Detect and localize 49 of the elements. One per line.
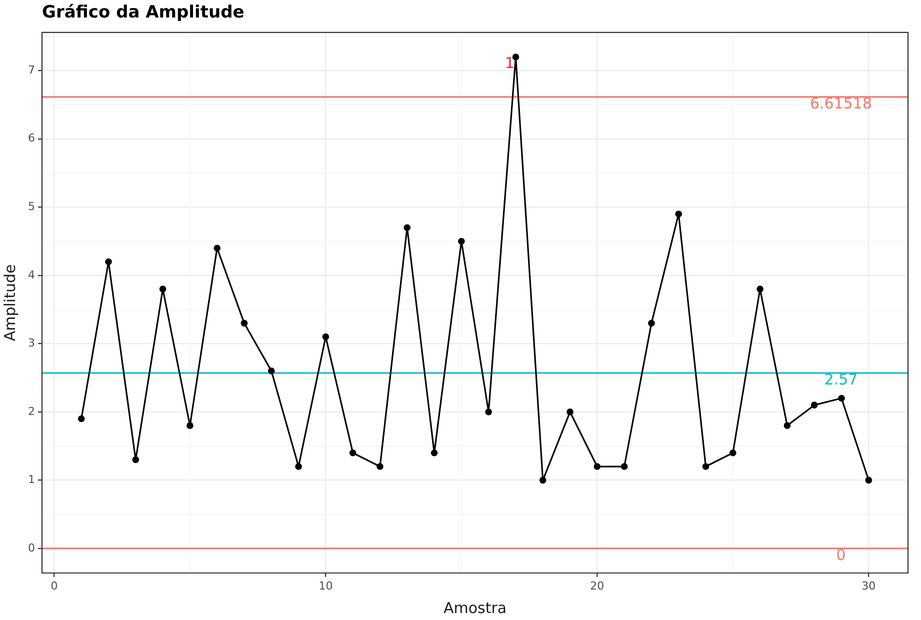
ref-line-label: 6.61518 — [810, 94, 872, 112]
y-axis-title: Amplitude — [0, 264, 19, 342]
y-tick-label: 1 — [28, 473, 35, 486]
point — [132, 456, 140, 464]
point — [295, 463, 302, 470]
point — [730, 449, 736, 456]
annotation: 1 — [504, 54, 514, 72]
point — [810, 402, 818, 408]
y-tick-label: 4 — [28, 268, 35, 282]
point — [539, 476, 546, 484]
point — [512, 54, 520, 60]
point — [648, 320, 655, 327]
point — [756, 286, 764, 292]
point — [784, 422, 791, 429]
point — [620, 463, 628, 470]
point — [322, 333, 330, 340]
point — [594, 463, 601, 470]
point — [376, 463, 384, 470]
point — [268, 368, 275, 374]
y-tick-label: 3 — [28, 336, 35, 350]
chart-title: Gráfico da Amplitude — [42, 2, 244, 23]
point — [404, 224, 411, 232]
ref-line-label: 0 — [836, 546, 846, 564]
y-tick-label: 5 — [28, 200, 35, 213]
point — [675, 210, 682, 218]
point — [105, 258, 112, 266]
point — [240, 320, 248, 327]
x-tick-label: 0 — [50, 579, 58, 592]
point — [214, 244, 220, 252]
point — [566, 408, 574, 416]
point — [865, 476, 872, 484]
y-tick-label: 7 — [28, 63, 35, 76]
y-tick-label: 6 — [28, 132, 35, 145]
x-tick-label: 30 — [862, 579, 876, 592]
point — [349, 449, 356, 456]
x-tick-label: 10 — [318, 579, 333, 592]
point — [430, 449, 438, 456]
point — [838, 394, 845, 402]
y-tick-label: 0 — [28, 541, 35, 554]
point — [186, 422, 194, 429]
x-tick-label: 20 — [590, 579, 604, 592]
point — [702, 463, 710, 470]
point — [458, 238, 465, 245]
point — [159, 286, 166, 292]
point — [485, 408, 492, 416]
point — [78, 415, 85, 422]
y-tick-label: 2 — [28, 404, 35, 418]
ref-line-label: 2.57 — [824, 370, 858, 388]
x-axis-title: Amostra — [443, 598, 507, 617]
